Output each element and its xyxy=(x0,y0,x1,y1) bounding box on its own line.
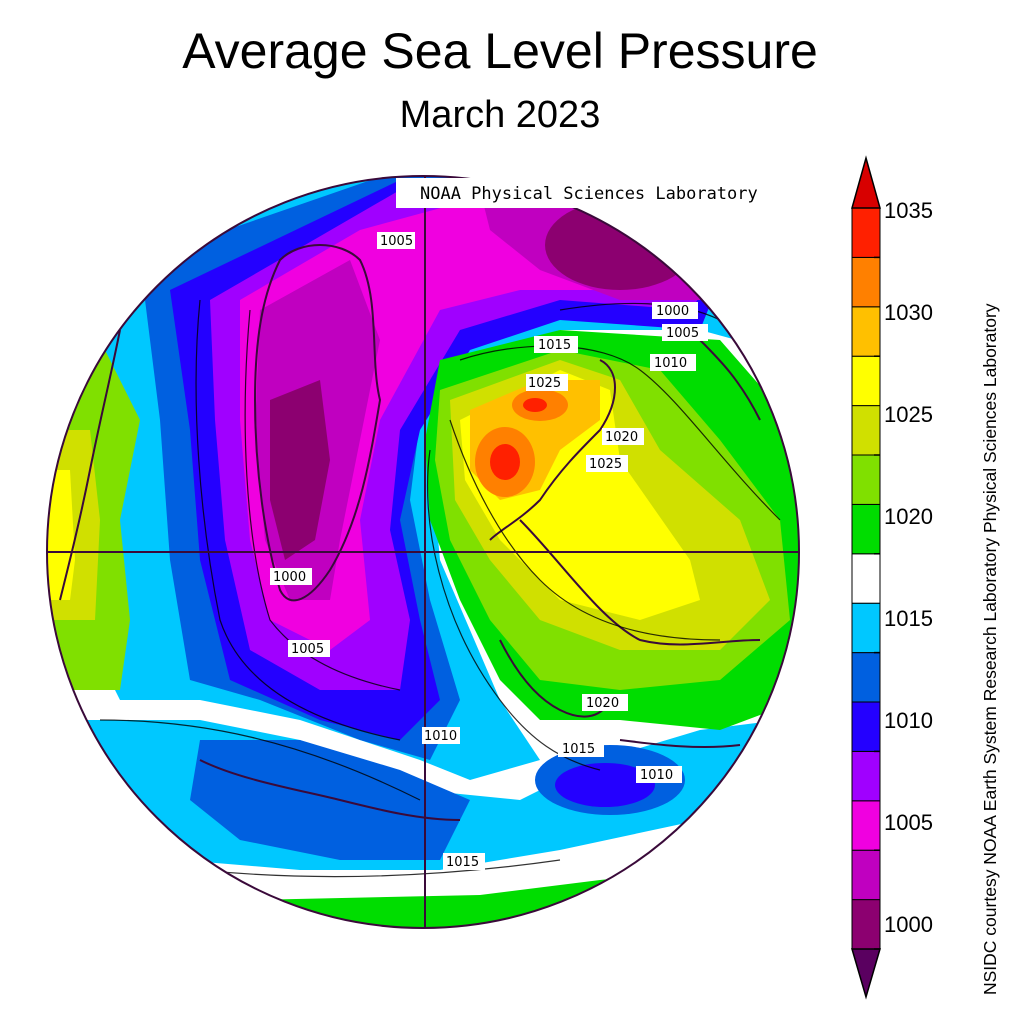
contour-label: 1010 xyxy=(654,356,687,371)
colorbar-ticks xyxy=(874,256,880,950)
scandinavia-coast xyxy=(699,339,761,421)
colorbar-segment xyxy=(851,553,881,604)
watermark-bg xyxy=(396,178,798,208)
map-border xyxy=(46,175,800,929)
contour-label: 1005 xyxy=(380,234,413,249)
colorbar-arrow-low xyxy=(851,948,881,1000)
colorbar-segment xyxy=(851,899,881,950)
contour-label: 1025 xyxy=(589,457,622,472)
colorbar-segment xyxy=(851,652,881,703)
colorbar-arrow-high xyxy=(851,155,881,209)
isobar-1015-south xyxy=(99,719,421,801)
colorbar-segment xyxy=(851,256,881,308)
contour-label: 1000 xyxy=(656,304,689,319)
colorbar-labels: 1035 1030 1025 1020 1015 1010 1005 1000 xyxy=(884,198,933,937)
field-high-1034b xyxy=(523,398,547,412)
contour-label: 1005 xyxy=(291,642,324,657)
contour-label: 1010 xyxy=(640,768,673,783)
contour-label: 1020 xyxy=(586,696,619,711)
colorbar-segment xyxy=(851,602,881,654)
contour-label: 1000 xyxy=(273,570,306,585)
contour-label: 1020 xyxy=(605,430,638,445)
colorbar-label: 1020 xyxy=(884,504,933,529)
alaska-coast xyxy=(199,759,461,821)
colorbar-segment xyxy=(851,306,881,357)
siberia-coast xyxy=(519,519,761,646)
contour-labels: 1005 1000 1005 1010 1015 1025 1020 1025 … xyxy=(270,232,708,870)
contour-label: 1015 xyxy=(446,855,479,870)
contour-label: 1015 xyxy=(562,742,595,757)
field-band-1001 xyxy=(270,380,330,560)
colorbar-label: 1025 xyxy=(884,402,933,427)
colorbar-segment xyxy=(851,849,881,901)
isobar-1015-bottom xyxy=(199,859,561,878)
field-high-1034 xyxy=(490,444,520,480)
credit-text: NSIDC courtesy NOAA Earth System Researc… xyxy=(980,303,1000,995)
canada-east-coast xyxy=(59,329,121,601)
contour-label: 1010 xyxy=(424,729,457,744)
greenland-coast xyxy=(253,244,382,602)
map-subtitle: March 2023 xyxy=(399,94,601,136)
colorbar-segment xyxy=(851,207,881,258)
chukotka-coast xyxy=(499,639,611,718)
colorbar-label: 1010 xyxy=(884,708,933,733)
colorbar-label: 1005 xyxy=(884,810,933,835)
colorbar-segment xyxy=(851,800,881,851)
colorbar-segment xyxy=(851,405,881,456)
isobar-1000-ne xyxy=(559,302,721,321)
colorbar-segment xyxy=(851,355,881,407)
colorbar-segment xyxy=(851,750,881,802)
isobar-1010-west xyxy=(195,299,401,741)
isobar-1025 xyxy=(449,419,721,641)
colorbar-label: 1035 xyxy=(884,198,933,223)
colorbar-label: 1015 xyxy=(884,606,933,631)
map-title: Average Sea Level Pressure xyxy=(182,23,818,79)
contour-label: 1015 xyxy=(538,338,571,353)
isobar-1020-north xyxy=(459,345,781,521)
colorbar-segments xyxy=(851,207,881,950)
field-low-1009 xyxy=(555,763,655,807)
coastlines xyxy=(59,244,761,821)
colorbar-segment xyxy=(851,701,881,752)
taymyr-coast xyxy=(489,359,616,541)
colorbar-segment xyxy=(851,454,881,505)
pressure-field xyxy=(47,176,799,928)
colorbar-segment xyxy=(851,503,881,555)
contour-label: 1025 xyxy=(528,376,561,391)
colorbar-label: 1030 xyxy=(884,300,933,325)
colorbar-label: 1000 xyxy=(884,912,933,937)
watermark-text: NOAA Physical Sciences Laboratory xyxy=(420,184,758,204)
isobar-1005-west xyxy=(244,309,401,691)
field-band-1012-south xyxy=(190,740,470,860)
kamchatka-coast xyxy=(619,739,741,749)
contour-label: 1005 xyxy=(666,326,699,341)
